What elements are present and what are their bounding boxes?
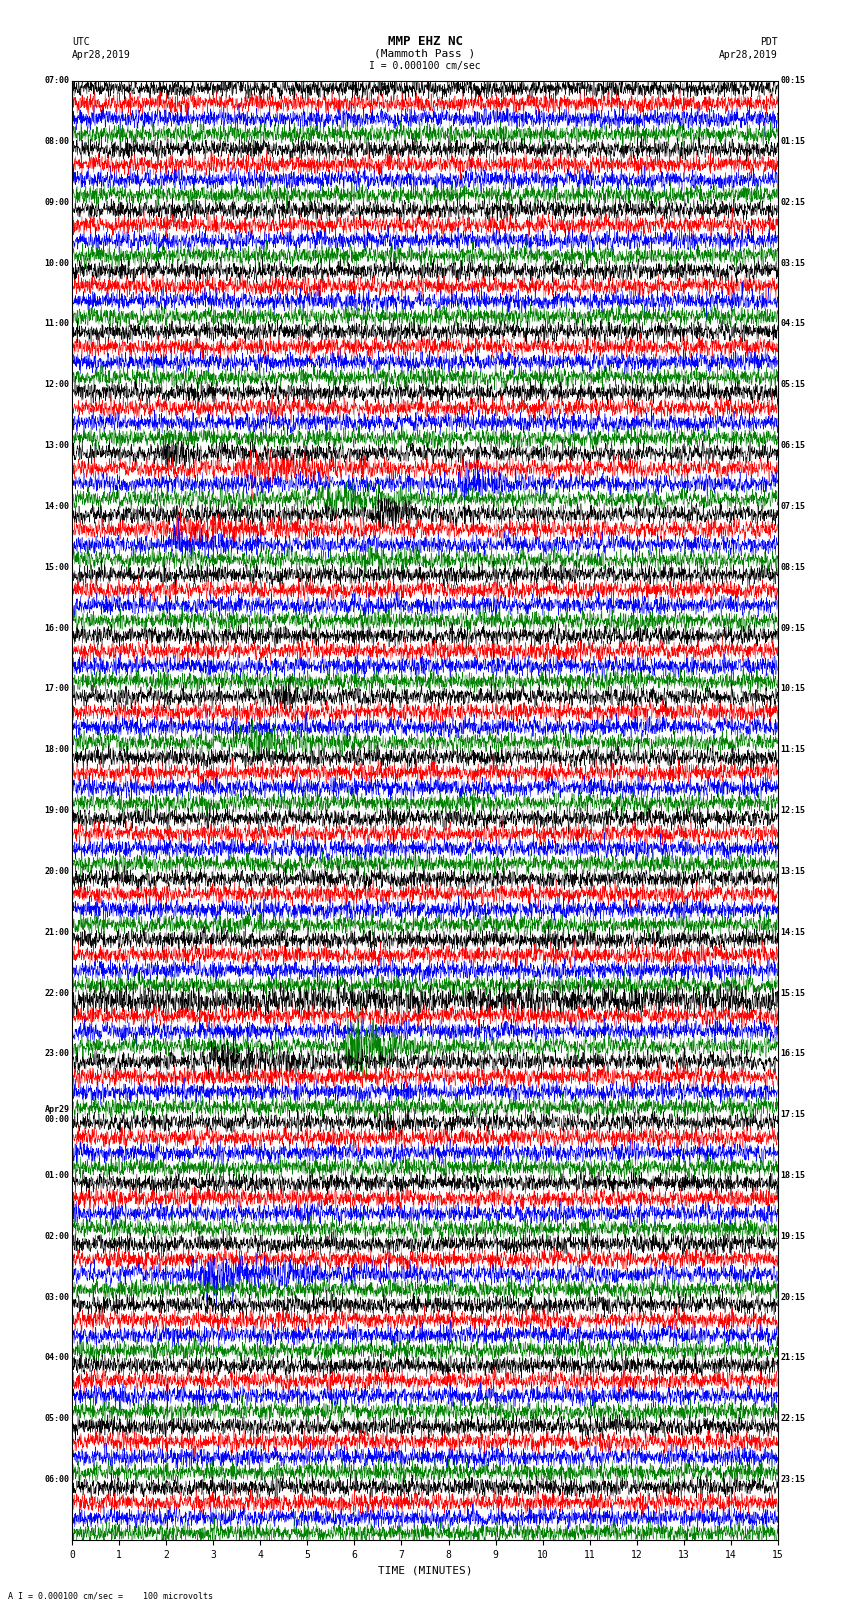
Text: 07:00: 07:00 [44,76,70,85]
Text: 17:15: 17:15 [780,1110,806,1119]
Text: 02:00: 02:00 [44,1232,70,1240]
Text: 16:15: 16:15 [780,1050,806,1058]
Text: 13:15: 13:15 [780,866,806,876]
Text: 20:15: 20:15 [780,1292,806,1302]
Text: 17:00: 17:00 [44,684,70,694]
Text: 11:15: 11:15 [780,745,806,755]
Text: Apr28,2019: Apr28,2019 [72,50,131,60]
Text: 15:15: 15:15 [780,989,806,997]
Text: 14:00: 14:00 [44,502,70,511]
Text: 05:15: 05:15 [780,381,806,389]
Text: 21:00: 21:00 [44,927,70,937]
Text: 01:15: 01:15 [780,137,806,145]
Text: 09:00: 09:00 [44,198,70,206]
Text: 04:00: 04:00 [44,1353,70,1363]
Text: 15:00: 15:00 [44,563,70,571]
Text: 23:15: 23:15 [780,1476,806,1484]
Text: 03:15: 03:15 [780,258,806,268]
Text: 08:00: 08:00 [44,137,70,145]
Text: 23:00: 23:00 [44,1050,70,1058]
Text: Apr29
00:00: Apr29 00:00 [44,1105,70,1124]
Text: 19:00: 19:00 [44,806,70,815]
Text: 10:15: 10:15 [780,684,806,694]
Text: 06:15: 06:15 [780,440,806,450]
Text: 04:15: 04:15 [780,319,806,329]
Text: 08:15: 08:15 [780,563,806,571]
Text: 06:00: 06:00 [44,1476,70,1484]
Text: 22:00: 22:00 [44,989,70,997]
Text: I = 0.000100 cm/sec: I = 0.000100 cm/sec [369,61,481,71]
Text: A I = 0.000100 cm/sec =    100 microvolts: A I = 0.000100 cm/sec = 100 microvolts [8,1590,213,1600]
Text: 20:00: 20:00 [44,866,70,876]
Text: 01:00: 01:00 [44,1171,70,1181]
Text: 12:15: 12:15 [780,806,806,815]
Text: 02:15: 02:15 [780,198,806,206]
Text: 00:15: 00:15 [780,76,806,85]
Text: 13:00: 13:00 [44,440,70,450]
Text: 16:00: 16:00 [44,624,70,632]
Text: 18:15: 18:15 [780,1171,806,1181]
Text: 11:00: 11:00 [44,319,70,329]
Text: MMP EHZ NC: MMP EHZ NC [388,35,462,48]
Text: Apr28,2019: Apr28,2019 [719,50,778,60]
Text: 03:00: 03:00 [44,1292,70,1302]
Text: (Mammoth Pass ): (Mammoth Pass ) [374,48,476,58]
Text: 14:15: 14:15 [780,927,806,937]
Text: 12:00: 12:00 [44,381,70,389]
Text: 07:15: 07:15 [780,502,806,511]
Text: UTC: UTC [72,37,90,47]
Text: 10:00: 10:00 [44,258,70,268]
Text: 18:00: 18:00 [44,745,70,755]
X-axis label: TIME (MINUTES): TIME (MINUTES) [377,1566,473,1576]
Text: 22:15: 22:15 [780,1415,806,1423]
Text: 19:15: 19:15 [780,1232,806,1240]
Text: 21:15: 21:15 [780,1353,806,1363]
Text: 09:15: 09:15 [780,624,806,632]
Text: 05:00: 05:00 [44,1415,70,1423]
Text: PDT: PDT [760,37,778,47]
